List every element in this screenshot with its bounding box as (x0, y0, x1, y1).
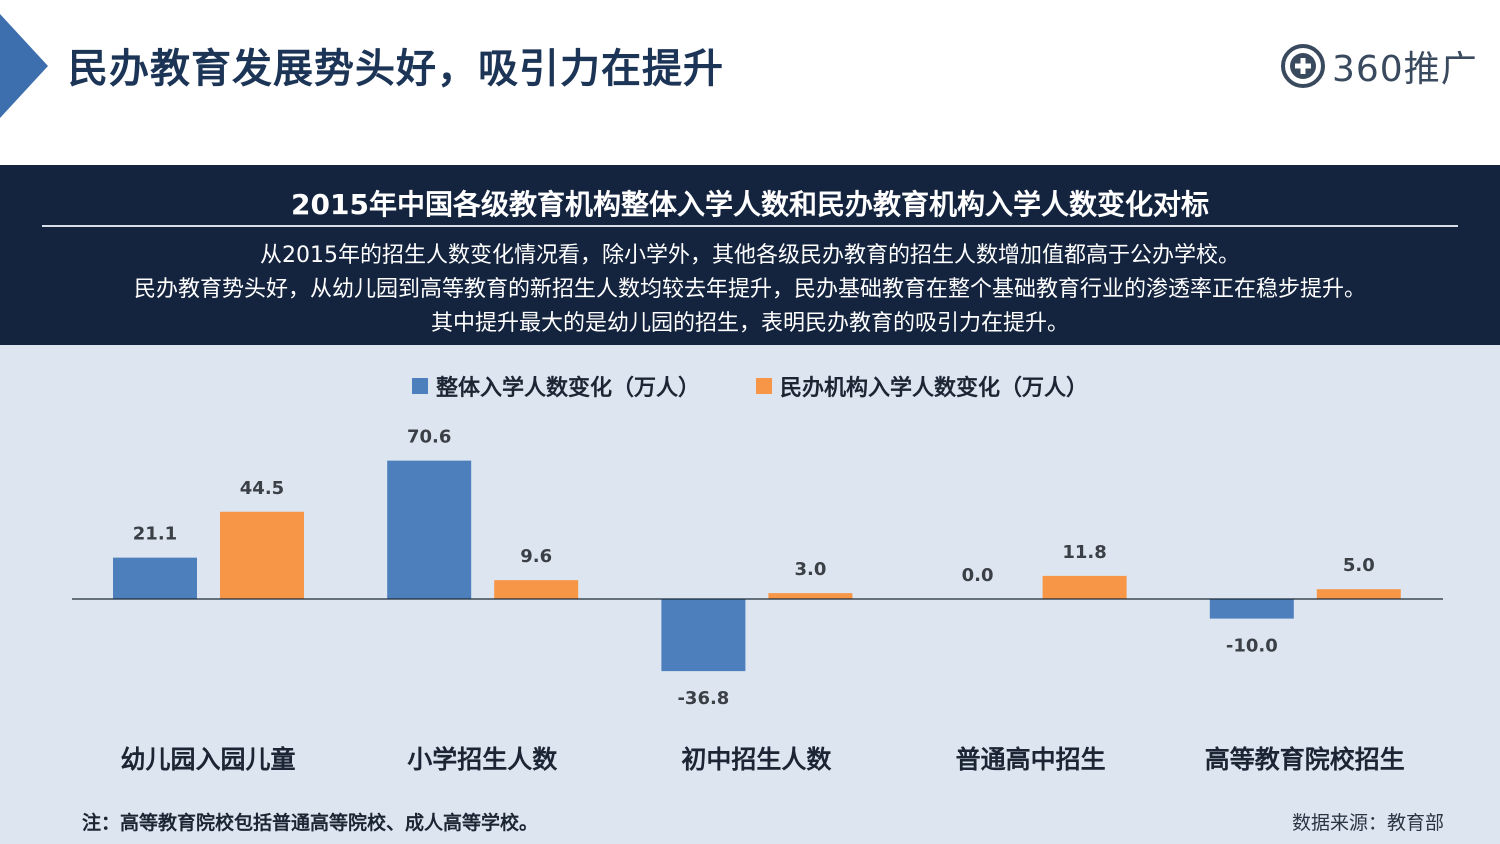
chart-title: 2015年中国各级教育机构整体入学人数和民办教育机构入学人数变化对标 (291, 188, 1209, 221)
bar-overall (387, 460, 472, 599)
legend-label-overall: 整体入学人数变化（万人） (435, 376, 700, 401)
data-label: -10.0 (1226, 636, 1278, 657)
bar-chart: 21.1 44.5 幼儿园入园儿童 70.6 9.6 小学招生人数 -36.8 3.0 初中招生… (72, 427, 1443, 774)
data-label: 44.5 (240, 478, 284, 499)
banner-description: 从2015年的招生人数变化情况看，除小学外，其他各级民办教育的招生人数增加值都高… (0, 239, 1500, 341)
legend-swatch-overall (411, 378, 428, 394)
description-line: 从2015年的招生人数变化情况看，除小学外，其他各级民办教育的招生人数增加值都高… (260, 243, 1240, 268)
bar-overall (113, 557, 197, 599)
bar-private (1042, 575, 1127, 599)
data-source: 数据来源：教育部 (1291, 812, 1444, 834)
data-label: 11.8 (1062, 542, 1106, 563)
page-title: 民办教育发展势头好，吸引力在提升 (68, 46, 724, 92)
bar-private (768, 593, 853, 599)
data-label: 9.6 (520, 546, 552, 567)
legend-label-private: 民办机构入学人数变化（万人） (780, 376, 1089, 401)
bar-overall (661, 599, 746, 672)
category-label: 高等教育院校招生 (1205, 745, 1405, 774)
chart-legend: 整体入学人数变化（万人） 民办机构入学人数变化（万人） (0, 370, 1500, 402)
legend-item-private: 民办机构入学人数变化（万人） (756, 370, 1088, 402)
data-label: 5.0 (1343, 555, 1375, 576)
description-line: 其中提升最大的是幼儿园的招生，表明民办教育的吸引力在提升。 (430, 311, 1069, 336)
data-label: 3.0 (794, 559, 826, 580)
logo-plus-icon (1281, 44, 1325, 88)
data-label: 70.6 (407, 427, 451, 448)
banner-divider (42, 225, 1458, 227)
footnote: 注：高等教育院校包括普通高等院校、成人高等学校。 (82, 812, 539, 834)
bar-private (1316, 589, 1401, 599)
logo-text: 360推广 (1332, 49, 1478, 90)
data-label: -36.8 (677, 688, 729, 709)
summary-banner: 2015年中国各级教育机构整体入学人数和民办教育机构入学人数变化对标 从2015… (0, 165, 1500, 345)
data-label: 0.0 (962, 565, 994, 586)
category-label: 初中招生人数 (681, 745, 832, 774)
description-line: 民办教育势头好，从幼儿园到高等教育的新招生人数均较去年提升，民办基础教育在整个基… (133, 277, 1366, 302)
category-label: 幼儿园入园儿童 (120, 745, 295, 774)
category-label: 小学招生人数 (407, 745, 558, 774)
data-label: 21.1 (133, 524, 177, 545)
logo: 360推广 (1280, 40, 1478, 92)
bar-overall (1209, 599, 1294, 619)
bar-private (494, 580, 579, 599)
category-label: 普通高中招生 (956, 745, 1106, 774)
bar-private (220, 511, 304, 599)
legend-swatch-private (756, 378, 772, 394)
legend-item-overall: 整体入学人数变化（万人） (411, 370, 700, 402)
corner-arrow-decoration (0, 14, 48, 118)
